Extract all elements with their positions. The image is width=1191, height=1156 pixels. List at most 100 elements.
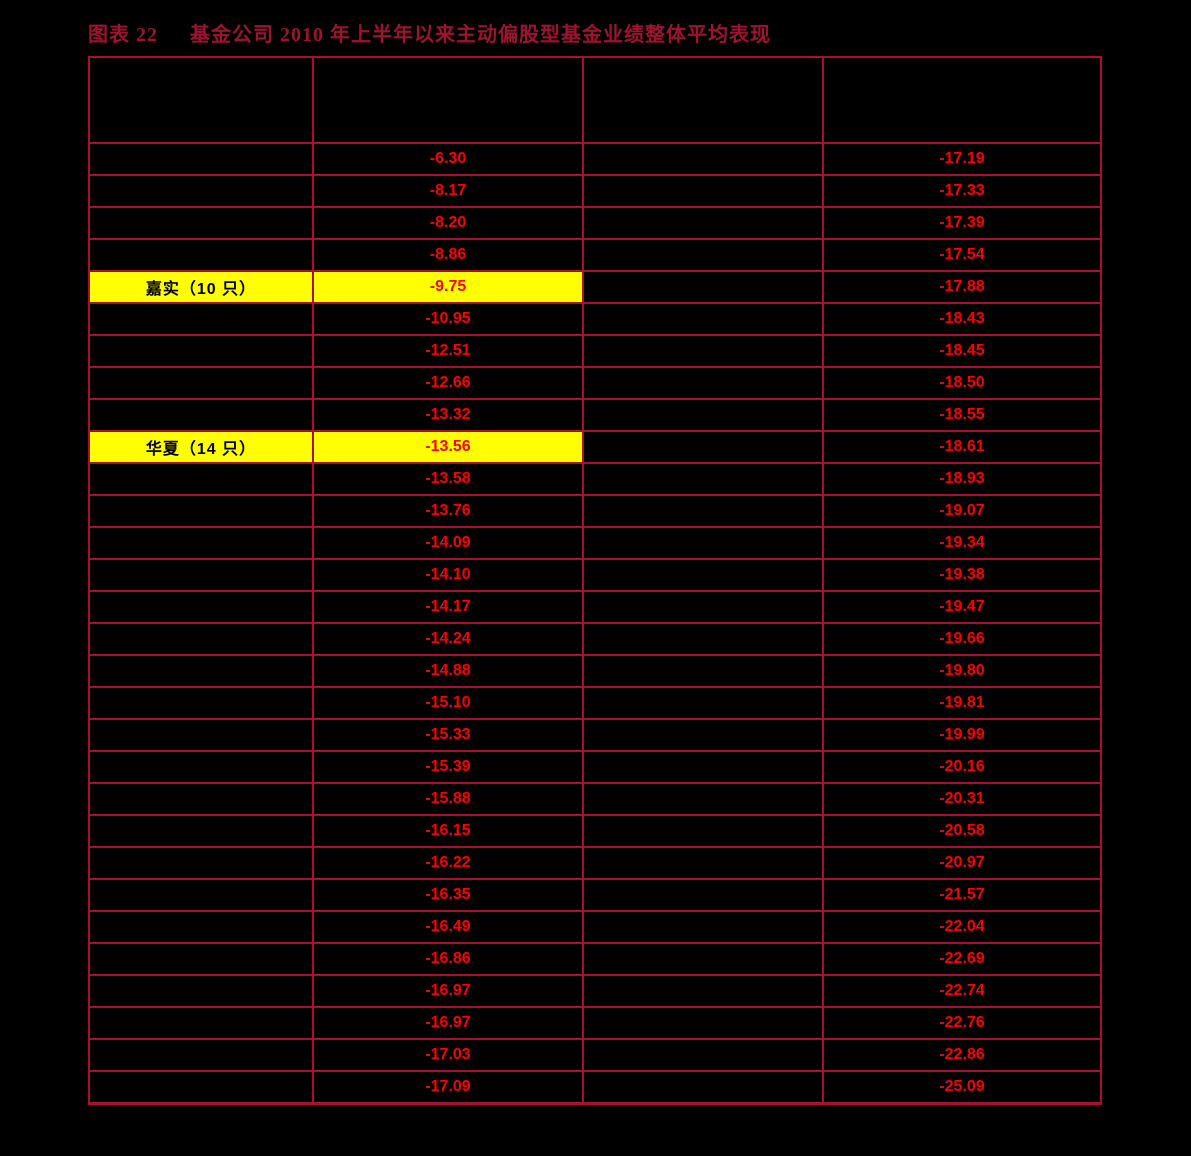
fund-company-cell — [88, 1038, 314, 1072]
table-row: -13.58 -18.93 — [88, 462, 1102, 496]
fund-company-cell — [88, 782, 314, 816]
fund-company-cell — [88, 846, 314, 880]
return-value-cell: -12.66 — [312, 366, 584, 400]
table-row: 嘉实（10 只） -9.75 -17.88 — [88, 270, 1102, 304]
fund-company-cell — [88, 366, 314, 400]
empty-cell — [582, 718, 824, 752]
header-cell-blank — [582, 56, 824, 144]
empty-cell — [582, 270, 824, 304]
return-value-cell: -18.45 — [822, 334, 1102, 368]
fund-company-cell — [88, 334, 314, 368]
empty-cell — [582, 782, 824, 816]
return-value-cell: -22.04 — [822, 910, 1102, 944]
header-cell-return-1 — [312, 56, 584, 144]
return-value-cell: -17.88 — [822, 270, 1102, 304]
return-value-cell: -19.81 — [822, 686, 1102, 720]
empty-cell — [582, 590, 824, 624]
return-value-cell: -17.09 — [312, 1070, 584, 1105]
return-value-cell: -22.69 — [822, 942, 1102, 976]
return-value-cell: -22.76 — [822, 1006, 1102, 1040]
return-value-cell: -19.34 — [822, 526, 1102, 560]
empty-cell — [582, 430, 824, 464]
return-value-cell: -12.51 — [312, 334, 584, 368]
return-value-cell: -18.43 — [822, 302, 1102, 336]
table-row: -16.97 -22.76 — [88, 1006, 1102, 1040]
table-row: -14.10 -19.38 — [88, 558, 1102, 592]
empty-cell — [582, 494, 824, 528]
table-row: -8.20 -17.39 — [88, 206, 1102, 240]
header-cell-return-2 — [822, 56, 1102, 144]
table-row: -13.76 -19.07 — [88, 494, 1102, 528]
return-value-cell: -20.16 — [822, 750, 1102, 784]
return-value-cell: -16.15 — [312, 814, 584, 848]
fund-company-cell — [88, 302, 314, 336]
fund-company-cell — [88, 750, 314, 784]
return-value-cell: -8.86 — [312, 238, 584, 272]
fund-company-cell — [88, 942, 314, 976]
table-row: -16.49 -22.04 — [88, 910, 1102, 944]
table-row: -12.66 -18.50 — [88, 366, 1102, 400]
table-row: -16.35 -21.57 — [88, 878, 1102, 912]
empty-cell — [582, 302, 824, 336]
empty-cell — [582, 910, 824, 944]
empty-cell — [582, 814, 824, 848]
return-value-cell: -20.31 — [822, 782, 1102, 816]
fund-company-cell — [88, 654, 314, 688]
return-value-cell: -14.88 — [312, 654, 584, 688]
header-row — [88, 56, 1102, 144]
return-value-cell: -20.58 — [822, 814, 1102, 848]
return-value-cell: -6.30 — [312, 142, 584, 176]
empty-cell — [582, 334, 824, 368]
return-value-cell: -22.74 — [822, 974, 1102, 1008]
empty-cell — [582, 654, 824, 688]
empty-cell — [582, 366, 824, 400]
fund-company-cell — [88, 910, 314, 944]
empty-cell — [582, 398, 824, 432]
return-value-cell: -10.95 — [312, 302, 584, 336]
table-row: -12.51 -18.45 — [88, 334, 1102, 368]
fund-company-cell — [88, 1070, 314, 1105]
return-value-cell: -15.88 — [312, 782, 584, 816]
fund-company-cell — [88, 686, 314, 720]
table-row: -15.88 -20.31 — [88, 782, 1102, 816]
empty-cell — [582, 174, 824, 208]
fund-company-cell — [88, 494, 314, 528]
fund-company-cell: 嘉实（10 只） — [88, 270, 314, 304]
table-row: -13.32 -18.55 — [88, 398, 1102, 432]
table-row: -14.09 -19.34 — [88, 526, 1102, 560]
return-value-cell: -25.09 — [822, 1070, 1102, 1105]
return-value-cell: -13.56 — [312, 430, 584, 464]
return-value-cell: -17.19 — [822, 142, 1102, 176]
fund-company-cell — [88, 878, 314, 912]
empty-cell — [582, 206, 824, 240]
fund-company-cell — [88, 142, 314, 176]
table-row: -16.86 -22.69 — [88, 942, 1102, 976]
fund-company-cell — [88, 622, 314, 656]
empty-cell — [582, 878, 824, 912]
return-value-cell: -13.76 — [312, 494, 584, 528]
table-row: -6.30 -17.19 — [88, 142, 1102, 176]
figure-title-text: 基金公司 2010 年上半年以来主动偏股型基金业绩整体平均表现 — [190, 24, 771, 46]
return-value-cell: -17.39 — [822, 206, 1102, 240]
return-value-cell: -22.86 — [822, 1038, 1102, 1072]
empty-cell — [582, 622, 824, 656]
return-value-cell: -19.66 — [822, 622, 1102, 656]
table-row: -8.17 -17.33 — [88, 174, 1102, 208]
return-value-cell: -16.35 — [312, 878, 584, 912]
return-value-cell: -14.24 — [312, 622, 584, 656]
empty-cell — [582, 942, 824, 976]
return-value-cell: -17.33 — [822, 174, 1102, 208]
return-value-cell: -18.55 — [822, 398, 1102, 432]
fund-company-cell — [88, 462, 314, 496]
fund-company-cell: 华夏（14 只） — [88, 430, 314, 464]
return-value-cell: -17.54 — [822, 238, 1102, 272]
fund-company-cell — [88, 1006, 314, 1040]
return-value-cell: -20.97 — [822, 846, 1102, 880]
return-value-cell: -19.07 — [822, 494, 1102, 528]
table-body: -6.30 -17.19 -8.17 -17.33 -8.20 -17.39 -8.86 -1… — [88, 142, 1102, 1105]
table-row: -14.24 -19.66 — [88, 622, 1102, 656]
fund-company-cell — [88, 558, 314, 592]
table-row: -15.33 -19.99 — [88, 718, 1102, 752]
table-row: -16.22 -20.97 — [88, 846, 1102, 880]
empty-cell — [582, 686, 824, 720]
